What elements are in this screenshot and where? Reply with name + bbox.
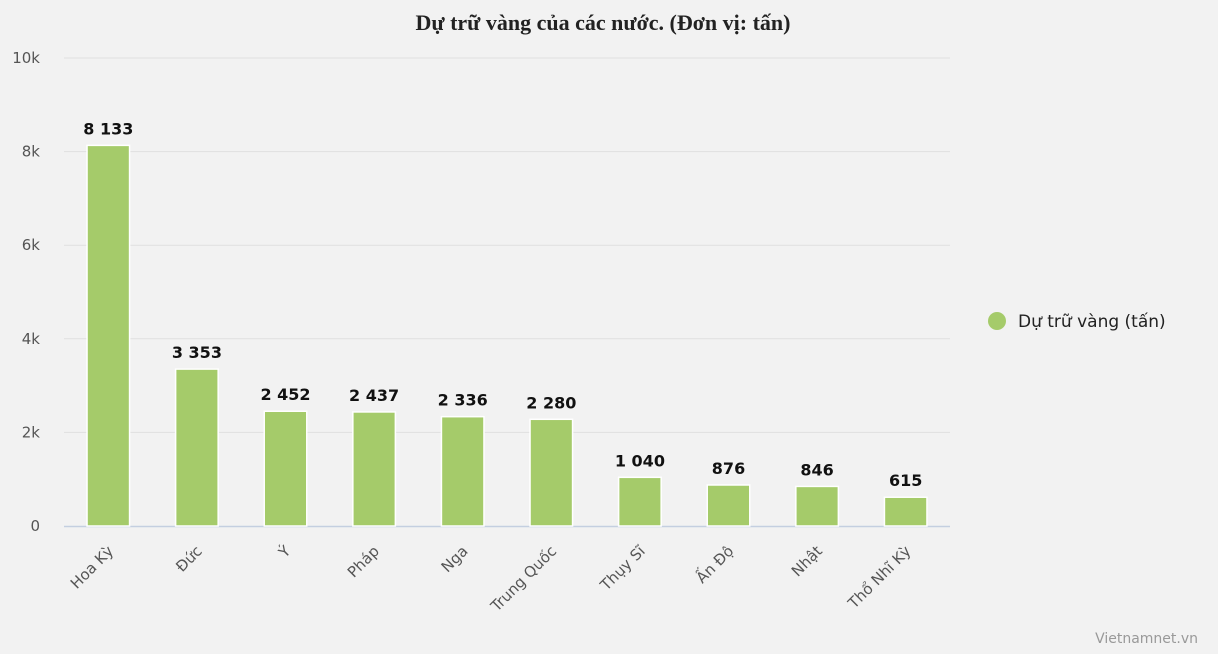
bar[interactable] — [529, 418, 574, 527]
bar[interactable] — [795, 485, 840, 527]
bar[interactable] — [86, 144, 131, 527]
data-label: 615 — [889, 471, 922, 490]
gridlines — [64, 57, 950, 433]
y-tick-label: 8k — [22, 143, 41, 161]
y-tick-label: 10k — [12, 49, 40, 67]
legend-marker — [988, 312, 1006, 330]
x-tick-label: Đức — [172, 542, 206, 576]
bar[interactable] — [352, 411, 397, 527]
legend-label[interactable]: Dự trữ vàng (tấn) — [1018, 311, 1166, 332]
y-tick-label: 6k — [22, 236, 41, 254]
data-labels: 8 133 3 353 2 452 2 437 2 336 2 280 1 040 876 84… — [83, 119, 922, 490]
x-tick-label: Pháp — [344, 542, 383, 581]
bars — [86, 144, 928, 527]
chart-title: Dự trữ vàng của các nước. (Đơn vị: tấn) — [416, 10, 791, 35]
y-tick-label: 4k — [22, 330, 41, 348]
bar[interactable] — [440, 415, 485, 527]
x-tick-label: Ý — [274, 541, 295, 562]
bar[interactable] — [706, 484, 751, 527]
x-tick-label: Ấn Độ — [690, 540, 737, 587]
credit-text: Vietnamnet.vn — [1095, 631, 1198, 647]
data-label: 2 452 — [260, 385, 310, 404]
data-label: 8 133 — [83, 119, 133, 138]
data-label: 2 437 — [349, 386, 399, 405]
data-label: 846 — [800, 460, 833, 479]
x-tick-label: Thổ Nhĩ Kỳ — [844, 542, 915, 613]
y-tick-label: 2k — [22, 423, 41, 441]
x-axis: Hoa Kỳ Đức Ý Pháp Nga Trung Quốc Thụy Sĩ Ấn Độ N… — [67, 540, 915, 616]
data-label: 3 353 — [172, 343, 222, 362]
data-label: 876 — [712, 459, 745, 478]
bar[interactable] — [263, 410, 308, 527]
y-tick-label: 0 — [30, 517, 40, 535]
bar[interactable] — [174, 368, 219, 527]
legend[interactable]: Dự trữ vàng (tấn) — [988, 311, 1166, 332]
data-label: 1 040 — [615, 451, 665, 470]
x-tick-label: Trung Quốc — [486, 542, 560, 616]
x-tick-label: Nga — [438, 542, 472, 576]
data-label: 2 280 — [526, 393, 576, 412]
bar[interactable] — [617, 476, 662, 527]
x-tick-label: Thụy Sĩ — [596, 542, 649, 595]
bar[interactable] — [883, 496, 928, 527]
x-tick-label: Hoa Kỳ — [67, 542, 117, 592]
x-tick-label: Nhật — [788, 542, 826, 580]
data-label: 2 336 — [438, 391, 488, 410]
